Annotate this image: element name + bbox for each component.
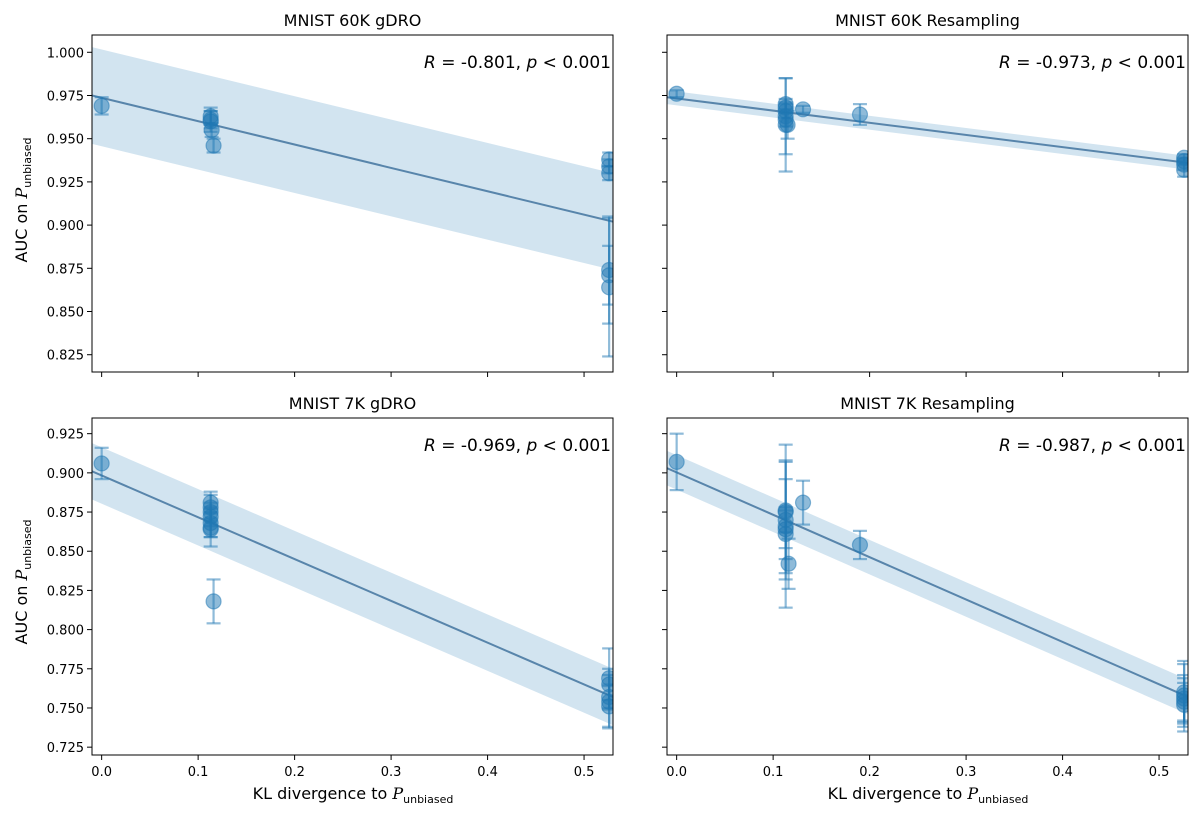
x-tick-label: 0.3: [381, 765, 402, 780]
data-point: [851, 536, 869, 554]
y-axis-label-bottom: AUC on Punbiased: [12, 520, 34, 645]
chart-panel-2: MNIST 60K Resampling R = -0.973, p < 0.00…: [662, 11, 1189, 377]
chart-title: MNIST 60K Resampling: [835, 11, 1020, 30]
x-tick-label: 0.5: [574, 765, 595, 780]
axes-frame: [666, 34, 1189, 373]
x-tick-label: 0.3: [956, 765, 977, 780]
regression-line: [667, 467, 1188, 698]
axes-frame: [91, 417, 614, 756]
y-tick-label: 0.900: [47, 467, 84, 482]
chart-panel-3: 0.0 0.1 0.2 0.3 0.4 0.5 0.725 0.750 0.775 0.800 0.…: [47, 394, 614, 780]
x-tick-label: 0.2: [284, 765, 305, 780]
y-tick-label: 0.725: [47, 741, 84, 756]
y-tick-label: 0.850: [47, 306, 84, 321]
x-tick-label: 0.0: [666, 765, 687, 780]
y-tick-label: 0.825: [47, 349, 84, 364]
data-point: [1176, 161, 1188, 178]
y-tick-label: 0.900: [47, 219, 84, 234]
regression-line: [667, 96, 1188, 164]
stat-annotation: R = -0.987, p < 0.001: [999, 436, 1186, 456]
y-tick-label: 0.925: [47, 176, 84, 191]
regression-line: [92, 94, 613, 223]
data-point: [93, 455, 110, 472]
x-tick-label: 0.4: [477, 765, 498, 780]
plot-area: [667, 432, 1188, 733]
data-point: [93, 97, 110, 114]
data-point: [601, 698, 613, 715]
data-point: [203, 121, 220, 139]
y-tick-label: 1.000: [47, 46, 84, 61]
data-point: [202, 521, 219, 538]
data-point: [205, 137, 222, 154]
y-tick-label: 0.925: [47, 428, 84, 443]
x-axis-label-right: KL divergence to Punbiased: [828, 784, 1029, 806]
x-tick-label: 0.2: [859, 765, 880, 780]
stat-annotation: R = -0.969, p < 0.001: [424, 436, 611, 456]
axes-frame: [666, 417, 1189, 756]
data-point: [205, 593, 222, 610]
regression-line: [92, 470, 613, 698]
x-axis-label-left: KL divergence to Punbiased: [253, 784, 454, 806]
plot-area: [92, 47, 613, 358]
stat-annotation: R = -0.801, p < 0.001: [424, 53, 611, 73]
plot-area: [667, 77, 1188, 178]
x-tick-label: 0.4: [1052, 765, 1073, 780]
data-point: [851, 106, 869, 123]
chart-title: MNIST 7K Resampling: [840, 394, 1015, 413]
y-tick-label: 0.800: [47, 624, 84, 639]
stat-annotation: R = -0.973, p < 0.001: [999, 53, 1186, 73]
y-tick-label: 0.950: [47, 133, 84, 148]
y-tick-label: 0.875: [47, 506, 84, 521]
x-tick-label: 0.0: [91, 765, 112, 780]
y-tick-label: 0.875: [47, 262, 84, 277]
y-axis-label-top: AUC on Punbiased: [12, 138, 34, 263]
data-point: [1176, 696, 1188, 713]
data-point: [780, 555, 797, 572]
data-point: [779, 116, 796, 133]
y-tick-label: 0.825: [47, 584, 84, 599]
y-tick-label: 0.750: [47, 702, 84, 717]
x-tick-label: 0.1: [188, 765, 209, 780]
chart-panel-4: 0.0 0.1 0.2 0.3 0.4 0.5 MNIST 7K Resampling R =…: [662, 394, 1189, 780]
data-point: [601, 279, 613, 296]
y-tick-label: 0.850: [47, 545, 84, 560]
chart-title: MNIST 60K gDRO: [284, 11, 422, 30]
plot-area: [92, 443, 613, 730]
y-tick-label: 0.775: [47, 663, 84, 678]
axes-frame: [91, 34, 614, 373]
chart-title: MNIST 7K gDRO: [289, 394, 416, 413]
chart-panel-1: 0.825 0.850 0.875 0.900 0.925 0.950 0.975 1.000…: [47, 11, 614, 377]
x-tick-label: 0.1: [763, 765, 784, 780]
data-point: [668, 85, 685, 102]
data-point: [668, 453, 685, 470]
data-point: [794, 101, 812, 118]
data-point: [794, 494, 812, 511]
x-tick-label: 0.5: [1149, 765, 1170, 780]
data-point: [601, 165, 613, 182]
y-tick-label: 0.975: [47, 89, 84, 104]
